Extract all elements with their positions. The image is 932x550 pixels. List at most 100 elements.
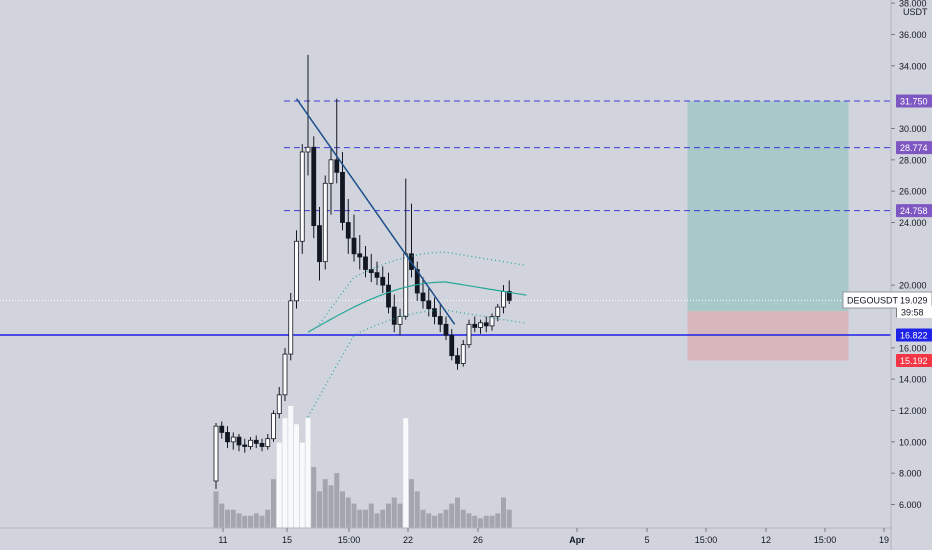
price-tick-label: 20.000 bbox=[899, 281, 927, 291]
price-badge-label: 31.750 bbox=[900, 97, 928, 107]
candle bbox=[466, 319, 472, 348]
price-badge: 31.750 bbox=[896, 94, 932, 108]
candle bbox=[351, 214, 357, 262]
price-tick-label: 8.000 bbox=[899, 469, 922, 479]
volume-bar bbox=[357, 509, 363, 528]
candle-body bbox=[351, 237, 357, 255]
candle bbox=[472, 316, 478, 333]
lower-band-line bbox=[307, 309, 527, 418]
candle bbox=[483, 316, 489, 333]
volume-bar bbox=[409, 479, 414, 528]
candle-body bbox=[397, 316, 403, 325]
volume-bar bbox=[242, 515, 248, 528]
candle-body bbox=[322, 182, 328, 263]
candle bbox=[432, 297, 437, 325]
candle-body bbox=[426, 300, 432, 310]
price-badge-label: 28.774 bbox=[900, 143, 928, 153]
candle bbox=[265, 433, 271, 450]
volume-bar bbox=[420, 509, 426, 528]
time-axis[interactable]: 11 15 15:00 22 26 Apr 5 15:00 12 15:00 19 bbox=[218, 528, 889, 545]
candlesticks bbox=[213, 54, 512, 489]
candle-body bbox=[495, 306, 501, 317]
price-badge-bg bbox=[896, 94, 932, 108]
price-badge-label: 16.822 bbox=[900, 330, 928, 340]
price-tick-label: 26.000 bbox=[899, 187, 927, 197]
price-badge: 16.822 bbox=[896, 328, 932, 342]
price-tick-label: 24.000 bbox=[899, 218, 927, 228]
time-tick-label: 5 bbox=[644, 535, 649, 545]
price-tick-label: 28.000 bbox=[899, 155, 927, 165]
time-tick-label: 15:00 bbox=[695, 535, 718, 545]
volume-bar bbox=[483, 515, 489, 528]
candle-body bbox=[334, 159, 340, 173]
axis-currency-label: USDT bbox=[903, 7, 928, 17]
price-tick-label: 38.000 bbox=[899, 0, 927, 9]
volume-bar bbox=[449, 503, 455, 528]
candle-body bbox=[368, 269, 374, 274]
candle-body bbox=[501, 291, 506, 308]
candle bbox=[374, 261, 380, 286]
volume-bar bbox=[334, 473, 340, 528]
price-badge-bg bbox=[896, 353, 932, 367]
volume-bar bbox=[386, 503, 391, 528]
moving-average-line bbox=[307, 281, 527, 333]
candle bbox=[294, 230, 299, 309]
trend-line bbox=[295, 98, 456, 325]
price-badge-bg bbox=[896, 141, 932, 155]
candle-body bbox=[317, 225, 322, 263]
volume-bar bbox=[374, 513, 380, 528]
price-badge-bg bbox=[896, 204, 932, 218]
candle bbox=[495, 303, 501, 322]
candle bbox=[311, 136, 317, 239]
candle bbox=[368, 253, 374, 283]
drawings[interactable] bbox=[295, 98, 527, 418]
price-tick-label: 34.000 bbox=[899, 61, 927, 71]
candle bbox=[248, 437, 253, 450]
volume-bar bbox=[248, 515, 253, 528]
candle-body bbox=[242, 444, 248, 447]
volume-bar bbox=[391, 497, 397, 528]
volume-bar bbox=[265, 509, 271, 528]
volume-bar bbox=[426, 513, 432, 528]
volume-bar bbox=[472, 515, 478, 528]
long-position-tool[interactable] bbox=[687, 101, 849, 361]
candle-body bbox=[271, 413, 276, 440]
candle-body bbox=[276, 394, 282, 415]
volume-bar bbox=[311, 467, 317, 528]
candle bbox=[380, 266, 386, 293]
candle-body bbox=[403, 253, 409, 317]
price-badge-bg bbox=[896, 328, 932, 342]
time-tick-label: 22 bbox=[403, 535, 413, 545]
volume-bar bbox=[466, 513, 472, 528]
bar-countdown-label: 39:58 bbox=[901, 308, 924, 318]
volume-bar bbox=[322, 479, 328, 528]
candle-body bbox=[374, 272, 380, 278]
candle-body bbox=[380, 276, 386, 286]
time-tick-label: 15 bbox=[282, 535, 292, 545]
candle-body bbox=[414, 269, 420, 294]
last-price-label: 19.029 bbox=[900, 296, 928, 306]
volume-bar bbox=[340, 491, 345, 528]
volume-bar bbox=[437, 513, 443, 528]
time-tick-label: 15:00 bbox=[338, 535, 361, 545]
candle bbox=[317, 206, 322, 281]
price-tick-label: 6.000 bbox=[899, 500, 922, 510]
volume-bar bbox=[271, 479, 276, 528]
candle bbox=[299, 144, 305, 254]
volume-bar bbox=[397, 503, 403, 528]
profit-zone bbox=[687, 101, 849, 312]
countdown-badge: 39:58 bbox=[897, 306, 932, 318]
candle-body bbox=[449, 334, 455, 357]
candle bbox=[345, 198, 351, 254]
candle-body bbox=[219, 425, 225, 433]
volume-bar bbox=[443, 509, 449, 528]
volume-bar bbox=[230, 509, 236, 528]
candle-body bbox=[483, 322, 489, 327]
candle-body bbox=[294, 240, 299, 302]
time-tick-label: 11 bbox=[218, 535, 227, 545]
candle-body bbox=[437, 316, 443, 325]
candle-body bbox=[489, 316, 495, 327]
candle-body bbox=[288, 300, 294, 355]
candle-body bbox=[345, 222, 351, 239]
